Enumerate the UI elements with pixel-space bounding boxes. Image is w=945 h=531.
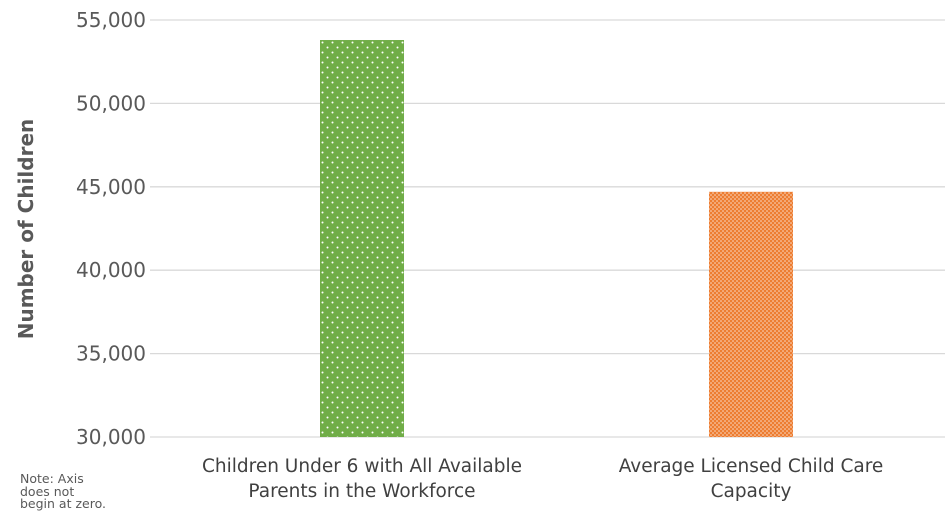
- y-tick-label: 45,000: [76, 175, 146, 199]
- y-tick-label: 55,000: [76, 8, 146, 32]
- y-tick-label: 35,000: [76, 342, 146, 366]
- y-tick-label: 50,000: [76, 91, 146, 115]
- category-label-licensed-capacity: Average Licensed Child Care Capacity: [618, 456, 884, 502]
- bar-children-under-6: [320, 40, 404, 438]
- bar-licensed-capacity: [709, 191, 793, 437]
- axis-note: Note: Axis does not begin at zero.: [20, 473, 106, 511]
- y-tick-label: 40,000: [76, 258, 146, 282]
- y-axis-title: Number of Children: [14, 119, 38, 340]
- y-tick-label: 30,000: [76, 425, 146, 449]
- category-label-children-under-6: Children Under 6 with All Available Pare…: [201, 456, 523, 502]
